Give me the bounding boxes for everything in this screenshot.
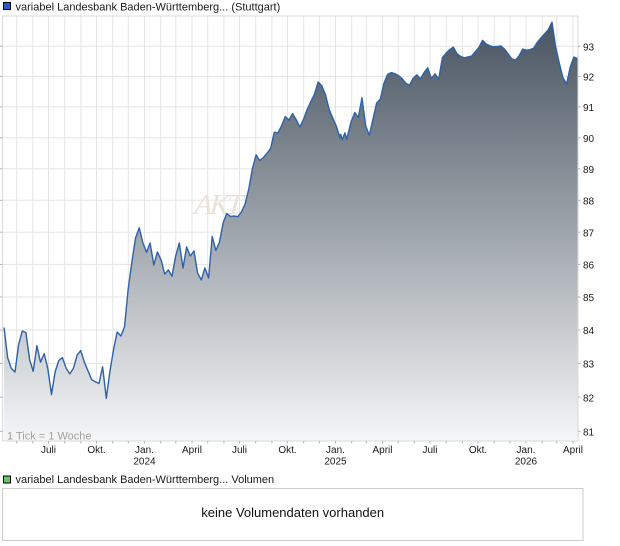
svg-text:April: April <box>563 445 583 456</box>
svg-text:keine Volumendaten vorhanden: keine Volumendaten vorhanden <box>201 505 384 520</box>
svg-text:Jan.: Jan. <box>326 445 345 456</box>
svg-text:89: 89 <box>583 165 595 176</box>
svg-text:81: 81 <box>583 428 595 439</box>
svg-text:1 Tick = 1 Woche: 1 Tick = 1 Woche <box>7 431 91 443</box>
svg-text:82: 82 <box>583 393 595 404</box>
svg-text:Okt.: Okt. <box>278 445 296 456</box>
svg-text:Juli: Juli <box>41 445 56 456</box>
svg-text:2026: 2026 <box>515 457 538 468</box>
svg-text:88: 88 <box>583 197 595 208</box>
svg-text:85: 85 <box>583 293 595 304</box>
svg-text:April: April <box>182 445 202 456</box>
svg-text:Okt.: Okt. <box>87 445 105 456</box>
svg-text:92: 92 <box>583 73 595 84</box>
svg-text:Jan.: Jan. <box>135 445 154 456</box>
svg-text:Juli: Juli <box>232 445 247 456</box>
svg-text:2025: 2025 <box>324 457 347 468</box>
svg-text:84: 84 <box>583 326 595 337</box>
svg-text:83: 83 <box>583 360 595 371</box>
svg-text:variabel Landesbank Baden-Würt: variabel Landesbank Baden-Württemberg...… <box>16 474 275 486</box>
svg-text:90: 90 <box>583 134 595 145</box>
svg-text:Okt.: Okt. <box>469 445 487 456</box>
svg-text:91: 91 <box>583 103 595 114</box>
svg-text:87: 87 <box>583 228 595 239</box>
svg-text:Jan.: Jan. <box>517 445 536 456</box>
svg-text:2024: 2024 <box>133 457 156 468</box>
svg-text:April: April <box>372 445 392 456</box>
svg-text:variabel Landesbank Baden-Würt: variabel Landesbank Baden-Württemberg...… <box>16 1 281 13</box>
svg-text:86: 86 <box>583 261 595 272</box>
svg-text:Juli: Juli <box>422 445 437 456</box>
svg-text:93: 93 <box>583 43 595 54</box>
